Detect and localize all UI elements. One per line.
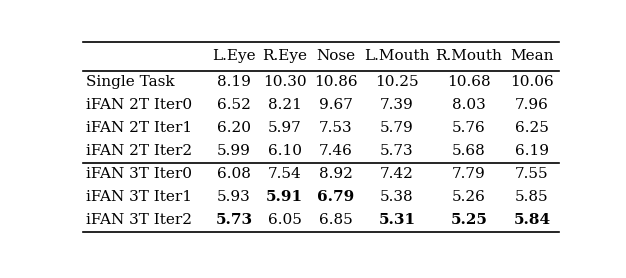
- Text: 5.93: 5.93: [217, 190, 251, 204]
- Text: 9.67: 9.67: [319, 98, 352, 112]
- Text: 5.25: 5.25: [451, 213, 488, 227]
- Text: iFAN 2T Iter0: iFAN 2T Iter0: [86, 98, 192, 112]
- Text: 7.39: 7.39: [380, 98, 414, 112]
- Text: 6.20: 6.20: [217, 121, 251, 135]
- Text: 6.25: 6.25: [515, 121, 549, 135]
- Text: 6.08: 6.08: [217, 167, 251, 181]
- Text: 6.19: 6.19: [515, 144, 549, 158]
- Text: 6.85: 6.85: [319, 213, 352, 227]
- Text: 6.79: 6.79: [317, 190, 354, 204]
- Text: 7.55: 7.55: [515, 167, 548, 181]
- Text: 5.73: 5.73: [380, 144, 414, 158]
- Text: 7.79: 7.79: [452, 167, 486, 181]
- Text: 7.42: 7.42: [380, 167, 414, 181]
- Text: iFAN 2T Iter2: iFAN 2T Iter2: [86, 144, 192, 158]
- Text: R.Mouth: R.Mouth: [436, 49, 503, 63]
- Text: iFAN 2T Iter1: iFAN 2T Iter1: [86, 121, 192, 135]
- Text: 7.96: 7.96: [515, 98, 549, 112]
- Text: 5.26: 5.26: [452, 190, 486, 204]
- Text: 7.46: 7.46: [319, 144, 352, 158]
- Text: 10.86: 10.86: [314, 75, 357, 89]
- Text: iFAN 3T Iter1: iFAN 3T Iter1: [86, 190, 192, 204]
- Text: 7.53: 7.53: [319, 121, 352, 135]
- Text: 8.03: 8.03: [452, 98, 486, 112]
- Text: 6.10: 6.10: [268, 144, 302, 158]
- Text: 5.31: 5.31: [378, 213, 416, 227]
- Text: Nose: Nose: [316, 49, 355, 63]
- Text: 6.52: 6.52: [217, 98, 251, 112]
- Text: 7.54: 7.54: [268, 167, 302, 181]
- Text: 5.38: 5.38: [380, 190, 414, 204]
- Text: 5.76: 5.76: [452, 121, 486, 135]
- Text: 5.91: 5.91: [266, 190, 304, 204]
- Text: 5.84: 5.84: [513, 213, 550, 227]
- Text: Single Task: Single Task: [86, 75, 174, 89]
- Text: 8.92: 8.92: [319, 167, 352, 181]
- Text: iFAN 3T Iter0: iFAN 3T Iter0: [86, 167, 192, 181]
- Text: iFAN 3T Iter2: iFAN 3T Iter2: [86, 213, 192, 227]
- Text: 6.05: 6.05: [268, 213, 302, 227]
- Text: 5.79: 5.79: [380, 121, 414, 135]
- Text: 5.73: 5.73: [215, 213, 252, 227]
- Text: 5.97: 5.97: [268, 121, 302, 135]
- Text: 10.06: 10.06: [510, 75, 554, 89]
- Text: 5.99: 5.99: [217, 144, 251, 158]
- Text: 5.85: 5.85: [515, 190, 548, 204]
- Text: R.Eye: R.Eye: [262, 49, 307, 63]
- Text: L.Eye: L.Eye: [212, 49, 256, 63]
- Text: Mean: Mean: [510, 49, 553, 63]
- Text: 8.19: 8.19: [217, 75, 251, 89]
- Text: 10.30: 10.30: [263, 75, 307, 89]
- Text: 10.25: 10.25: [375, 75, 419, 89]
- Text: 10.68: 10.68: [447, 75, 491, 89]
- Text: 5.68: 5.68: [452, 144, 486, 158]
- Text: 8.21: 8.21: [268, 98, 302, 112]
- Text: L.Mouth: L.Mouth: [364, 49, 429, 63]
